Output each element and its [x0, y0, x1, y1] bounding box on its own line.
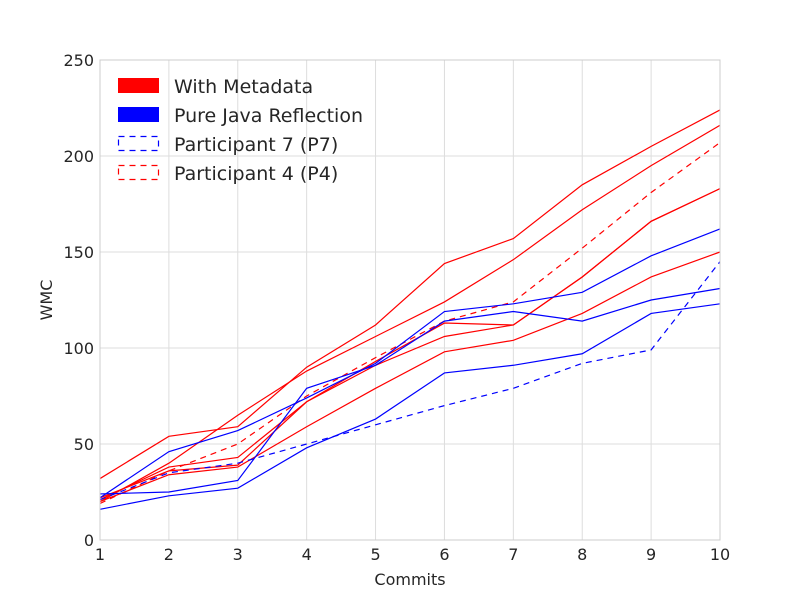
y-tick-label: 150 [63, 243, 94, 262]
series-line-4 [99, 188, 721, 501]
y-tick-label: 250 [63, 51, 94, 70]
series-line-2 [99, 124, 721, 503]
legend-swatch [117, 164, 160, 181]
x-tick-label: 10 [710, 545, 730, 564]
y-tick-labels: 0 50 100 150 200 250 [63, 51, 94, 550]
x-tick-label: 3 [233, 545, 243, 564]
legend-swatch [118, 107, 159, 122]
legend: With Metadata Pure Java Reflection Partici… [117, 76, 363, 185]
x-tick-label: 7 [508, 545, 518, 564]
y-tick-label: 50 [74, 435, 94, 454]
series-group [99, 109, 721, 510]
x-tick-label: 9 [646, 545, 656, 564]
series-line-1 [99, 109, 721, 480]
x-tick-label: 4 [302, 545, 312, 564]
legend-label: Pure Java Reflection [174, 105, 363, 127]
x-tick-label: 2 [164, 545, 174, 564]
x-tick-label: 8 [577, 545, 587, 564]
series-line-10 [99, 261, 721, 501]
x-tick-labels: 1 2 3 4 5 6 7 8 9 10 [95, 545, 730, 564]
x-tick-label: 6 [439, 545, 449, 564]
legend-label: Participant 7 (P7) [174, 134, 338, 156]
plot-frame [99, 59, 721, 541]
y-tick-label: 100 [63, 339, 94, 358]
legend-swatch [117, 135, 160, 152]
series-line-8 [99, 287, 721, 495]
series-line-7 [99, 228, 721, 499]
series-line-6 [99, 142, 721, 505]
y-tick-label: 0 [84, 531, 94, 550]
plot-background [100, 60, 720, 540]
y-tick-label: 200 [63, 147, 94, 166]
legend-label: With Metadata [174, 76, 313, 98]
series-line-5 [99, 251, 721, 503]
x-axis-label: Commits [374, 570, 445, 589]
x-tick-label: 5 [370, 545, 380, 564]
y-axis-label: WMC [37, 280, 56, 321]
x-tick-label: 1 [95, 545, 105, 564]
series-line-9 [99, 303, 721, 510]
legend-label: Participant 4 (P4) [174, 163, 338, 185]
legend-swatch [118, 78, 159, 93]
